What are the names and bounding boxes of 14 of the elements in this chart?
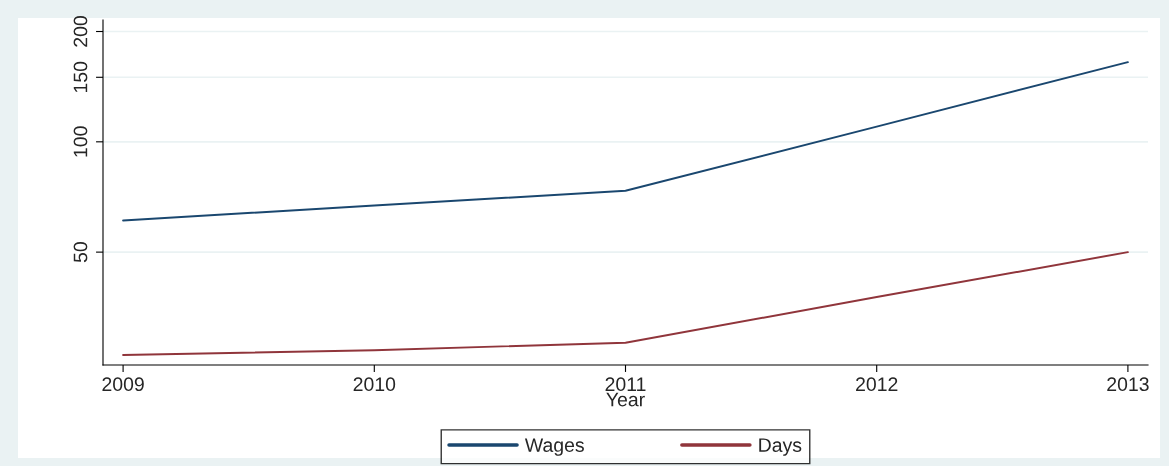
y-tick-label: 150 [73, 61, 88, 93]
y-tick-label: 100 [73, 126, 88, 157]
x-tick-label: 2009 [102, 377, 144, 392]
y-tick-label: 200 [73, 16, 88, 47]
line-series [122, 251, 1129, 356]
legend-label: Days [759, 438, 802, 456]
x-tick-label: 2011 [605, 377, 646, 392]
x-axis-title: Year [606, 392, 645, 407]
x-tick-label: 2010 [353, 377, 396, 392]
x-tick-label: 2012 [856, 377, 898, 392]
legend-label: Wages [524, 438, 584, 456]
y-tick-label: 50 [73, 242, 88, 263]
x-tick-label: 2013 [1107, 377, 1149, 392]
line-series [122, 61, 1129, 222]
